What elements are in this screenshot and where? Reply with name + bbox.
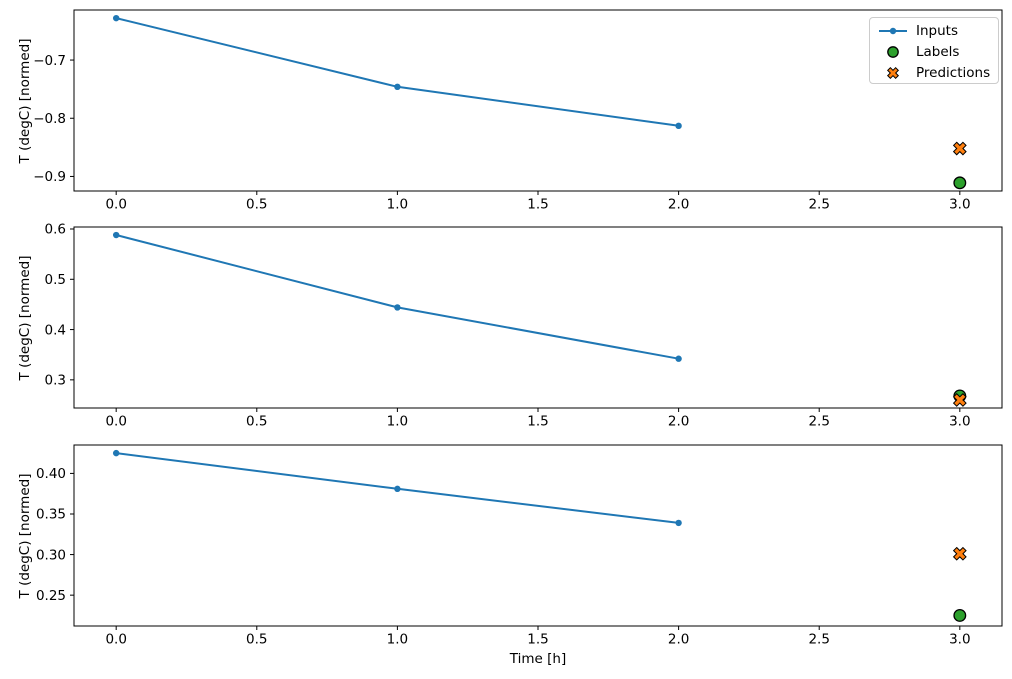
labels-circle-sample [887, 45, 899, 58]
predictions-marker [952, 141, 967, 156]
y-tick-label: 0.35 [36, 507, 66, 523]
x-tick-label: 0.0 [105, 414, 126, 430]
x-axis-label: Time [h] [509, 651, 567, 667]
x-tick-label: 1.5 [527, 632, 548, 648]
x-tick-label: 0.5 [246, 632, 267, 648]
y-tick-label: −0.9 [33, 169, 66, 185]
legend-item-predictions: Predictions [877, 62, 998, 83]
x-tick-label: 3.0 [949, 197, 970, 213]
axes-frame [73, 9, 1003, 192]
y-tick-label: 0.5 [45, 272, 66, 288]
x-tick-label: 2.0 [668, 632, 689, 648]
legend-item-labels: Labels [877, 41, 998, 62]
y-axis-label-subplot-3: T (degC) [normed] [17, 473, 33, 598]
y-tick-label: 0.6 [45, 222, 66, 238]
labels-marker [953, 176, 967, 190]
x-tick-label: 0.5 [246, 414, 267, 430]
inputs-point [675, 519, 682, 527]
legend-label-predictions: Predictions [916, 64, 991, 81]
inputs-point [394, 304, 401, 311]
inputs-line-icon [879, 27, 907, 34]
x-tick-label: 3.0 [949, 414, 970, 430]
x-tick-label: 2.5 [808, 632, 829, 648]
y-tick-label: 0.3 [45, 373, 66, 389]
subplot-1: 0.0 0.5 1.0 1.5 2.0 2.5 3.0 −0.7 −0.8 −0.9 [33, 9, 1003, 213]
y-axis-label-subplot-1: T (degC) [normed] [17, 38, 33, 163]
inputs-point [394, 83, 401, 91]
x-tick-label: 0.0 [105, 197, 126, 213]
inputs-point [112, 14, 120, 22]
predictions-x-icon [886, 66, 900, 79]
inputs-point [112, 449, 120, 457]
inputs-line [115, 234, 679, 360]
inputs-point [112, 231, 120, 239]
y-tick-label: 0.4 [45, 322, 66, 338]
x-tick-label: 1.5 [527, 414, 548, 430]
legend-label-labels: Labels [916, 43, 960, 60]
inputs-point [675, 122, 682, 130]
inputs-line [115, 17, 679, 127]
axes-frame [73, 226, 1003, 409]
subplot-2: 0.0 0.5 1.0 1.5 2.0 2.5 3.0 0.3 0.4 0.5 0.6 [45, 222, 1003, 430]
subplot-3: 0.0 0.5 1.0 1.5 2.0 2.5 3.0 0.25 0.30 0.35 0.40 [36, 444, 1003, 648]
y-tick-label: 0.25 [36, 588, 66, 604]
labels-circle-icon [887, 45, 899, 58]
y-tick-label: −0.7 [33, 53, 66, 69]
legend: Inputs Labels Predictions [869, 17, 999, 84]
inputs-point [675, 355, 682, 362]
x-tick-label: 2.5 [808, 197, 829, 213]
x-tick-label: 1.0 [387, 197, 408, 213]
inputs-dot-sample [889, 27, 897, 34]
y-axis-label-subplot-2: T (degC) [normed] [17, 255, 33, 380]
x-tick-label: 1.5 [527, 197, 548, 213]
y-tick-label: −0.8 [33, 111, 66, 127]
y-tick-label: 0.40 [36, 466, 66, 482]
inputs-point [394, 485, 401, 493]
y-tick-label: 0.30 [36, 547, 66, 563]
x-tick-label: 1.0 [387, 632, 408, 648]
predictions-marker [952, 393, 967, 407]
x-tick-label: 0.5 [246, 197, 267, 213]
predictions-marker [952, 546, 967, 561]
x-tick-label: 0.0 [105, 632, 126, 648]
legend-item-inputs: Inputs [877, 20, 998, 41]
legend-label-inputs: Inputs [916, 22, 958, 39]
labels-marker [953, 608, 967, 622]
x-tick-label: 2.0 [668, 197, 689, 213]
x-tick-label: 1.0 [387, 414, 408, 430]
x-tick-label: 2.0 [668, 414, 689, 430]
x-tick-label: 2.5 [808, 414, 829, 430]
predictions-x-sample [886, 66, 900, 79]
x-tick-label: 3.0 [949, 632, 970, 648]
axes-frame [73, 444, 1003, 627]
